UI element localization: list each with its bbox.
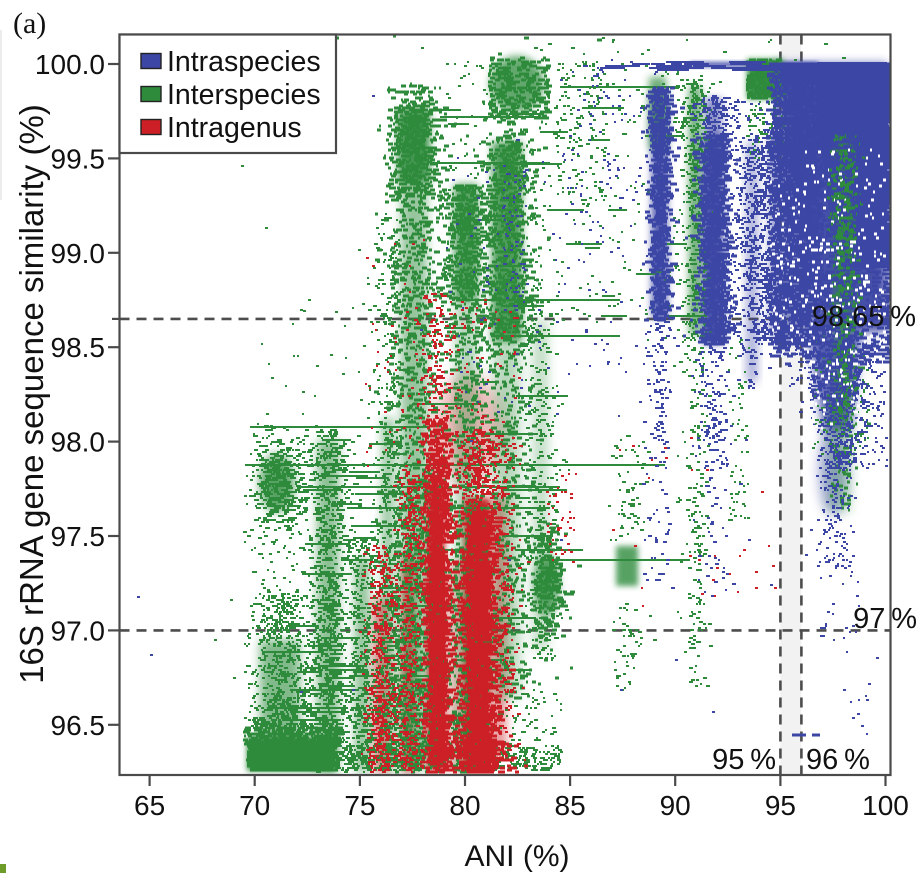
svg-text:Intraspecies: Intraspecies: [167, 46, 321, 78]
svg-text:96 %: 96 %: [806, 744, 870, 776]
svg-text:90: 90: [660, 790, 691, 821]
svg-text:97.5: 97.5: [51, 521, 106, 552]
svg-text:16S rRNA gene sequence similar: 16S rRNA gene sequence similarity (%): [13, 104, 50, 684]
svg-text:98.65 %: 98.65 %: [812, 301, 916, 333]
svg-text:75: 75: [344, 790, 375, 821]
svg-text:99.0: 99.0: [51, 238, 106, 269]
svg-text:(a): (a): [13, 7, 46, 40]
svg-text:98.0: 98.0: [51, 427, 106, 458]
svg-text:99.5: 99.5: [51, 143, 106, 174]
svg-text:95 %: 95 %: [712, 744, 776, 776]
svg-text:97 %: 97 %: [853, 603, 917, 635]
svg-text:85: 85: [555, 790, 586, 821]
svg-text:97.0: 97.0: [51, 615, 106, 646]
svg-text:65: 65: [134, 790, 165, 821]
svg-text:96.5: 96.5: [51, 710, 106, 741]
svg-text:100: 100: [862, 790, 909, 821]
svg-text:95: 95: [765, 790, 796, 821]
svg-text:Intragenus: Intragenus: [167, 112, 302, 144]
svg-text:80: 80: [449, 790, 480, 821]
svg-text:100.0: 100.0: [35, 49, 105, 80]
svg-text:98.5: 98.5: [51, 332, 106, 363]
svg-text:70: 70: [239, 790, 270, 821]
svg-text:Interspecies: Interspecies: [167, 79, 321, 111]
svg-text:ANI (%): ANI (%): [465, 840, 570, 873]
